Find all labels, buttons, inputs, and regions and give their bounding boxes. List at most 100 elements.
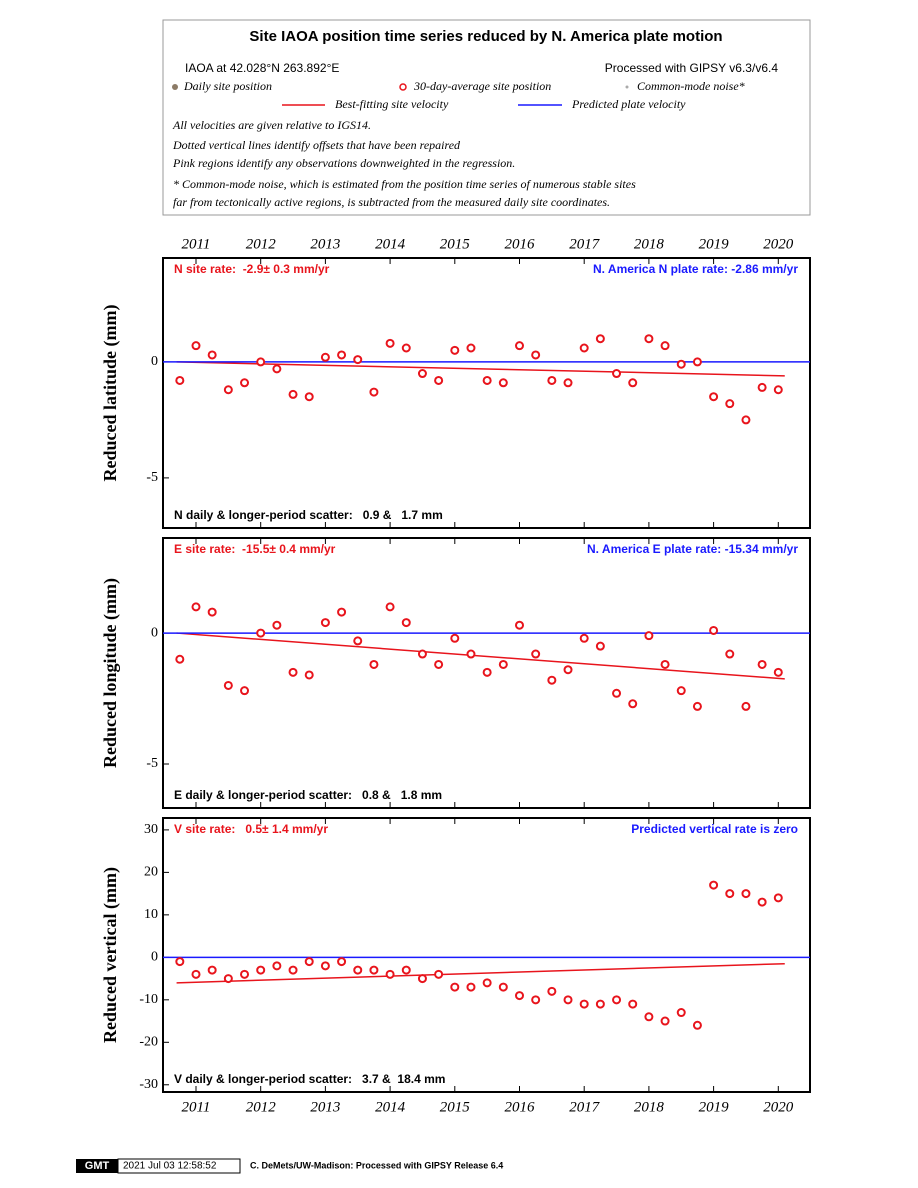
average-point [612, 995, 622, 1005]
x-tick-label: 2018 [634, 1099, 665, 1115]
average-point [692, 357, 702, 367]
legend-entry: Common-mode noise* [637, 79, 745, 93]
average-point [595, 999, 605, 1009]
average-point [709, 625, 719, 635]
note: far from tectonically active regions, is… [173, 195, 610, 209]
fit-line [176, 632, 785, 680]
average-point [563, 665, 573, 675]
average-point [709, 392, 719, 402]
average-point [450, 633, 460, 643]
y-tick-label: -10 [139, 992, 158, 1007]
x-tick-label: 2020 [763, 236, 794, 252]
x-tick-label: 2020 [763, 1099, 794, 1115]
x-tick-label: 2013 [310, 236, 340, 252]
average-point [547, 375, 557, 385]
average-point [175, 375, 185, 385]
average-point [612, 369, 622, 379]
average-point [595, 641, 605, 651]
average-point [773, 667, 783, 677]
average-point [757, 897, 767, 907]
fit-line [176, 962, 785, 984]
average-point [304, 670, 314, 680]
average-point [482, 667, 492, 677]
average-point [498, 378, 508, 388]
average-point [191, 602, 201, 612]
average-point [353, 355, 363, 365]
y-tick-label: -5 [146, 756, 158, 771]
average-point [612, 688, 622, 698]
average-point [304, 957, 314, 967]
average-point [320, 961, 330, 971]
average-point [320, 618, 330, 628]
average-point [741, 415, 751, 425]
badge-text: GMT [85, 1160, 110, 1172]
note: * Common-mode noise, which is estimated … [173, 177, 636, 191]
rate-label: E site rate: -15.5± 0.4 mm/yr [174, 542, 336, 556]
legend-entry: Best-fitting site velocity [335, 97, 449, 111]
x-tick-label: 2019 [699, 236, 730, 252]
y-tick-label: 0 [151, 950, 158, 965]
average-point [498, 659, 508, 669]
average-point [531, 995, 541, 1005]
average-point [660, 1016, 670, 1026]
location: IAOA at 42.028°N 263.892°E [185, 61, 339, 75]
legend-swatch [625, 85, 629, 89]
timestamp-box [117, 1158, 241, 1174]
average-point [741, 889, 751, 899]
average-point [514, 991, 524, 1001]
average-point [288, 667, 298, 677]
average-point [320, 352, 330, 362]
average-point [531, 649, 541, 659]
average-point [207, 607, 217, 617]
average-point [595, 334, 605, 344]
average-point [401, 965, 411, 975]
rate-label: N site rate: -2.9± 0.3 mm/yr [174, 262, 330, 276]
average-point [466, 982, 476, 992]
average-point [741, 701, 751, 711]
y-tick-label: 30 [144, 822, 158, 837]
scatter-label: N daily & longer-period scatter: 0.9 & 1… [174, 508, 443, 522]
average-point [369, 387, 379, 397]
average-point [482, 375, 492, 385]
timestamp: 2021 Jul 03 12:58:52 [123, 1161, 217, 1172]
average-point [272, 364, 282, 374]
average-point [660, 659, 670, 669]
average-point [256, 628, 266, 638]
note: Pink regions identify any observations d… [172, 156, 515, 170]
note: Dotted vertical lines identify offsets t… [172, 138, 461, 152]
plot-frame [162, 257, 811, 529]
average-point [304, 392, 314, 402]
x-tick-label: 2019 [699, 1099, 730, 1115]
average-point [288, 965, 298, 975]
x-tick-label: 2017 [569, 1099, 601, 1115]
average-point [579, 999, 589, 1009]
plate-label: N. America E plate rate: -15.34 mm/yr [587, 542, 798, 556]
average-point [660, 341, 670, 351]
legend-entry: Daily site position [183, 79, 272, 93]
average-point [272, 961, 282, 971]
average-point [401, 343, 411, 353]
average-point [337, 957, 347, 967]
average-point [466, 649, 476, 659]
average-point [644, 631, 654, 641]
legend-swatch [399, 83, 407, 91]
average-point [369, 965, 379, 975]
average-point [337, 607, 347, 617]
average-point [547, 986, 557, 996]
legend-swatch [172, 84, 178, 90]
average-point [240, 378, 250, 388]
y-tick-label: 20 [144, 865, 158, 880]
average-point [434, 375, 444, 385]
average-point [628, 378, 638, 388]
x-tick-label: 2012 [246, 1099, 277, 1115]
average-point [692, 1020, 702, 1030]
average-point [725, 399, 735, 409]
average-point [337, 350, 347, 360]
average-point [401, 618, 411, 628]
average-point [191, 341, 201, 351]
x-tick-label: 2011 [182, 1099, 211, 1115]
y-tick-label: 0 [151, 354, 158, 369]
average-point [385, 969, 395, 979]
average-point [563, 378, 573, 388]
y-tick-label: 0 [151, 625, 158, 640]
